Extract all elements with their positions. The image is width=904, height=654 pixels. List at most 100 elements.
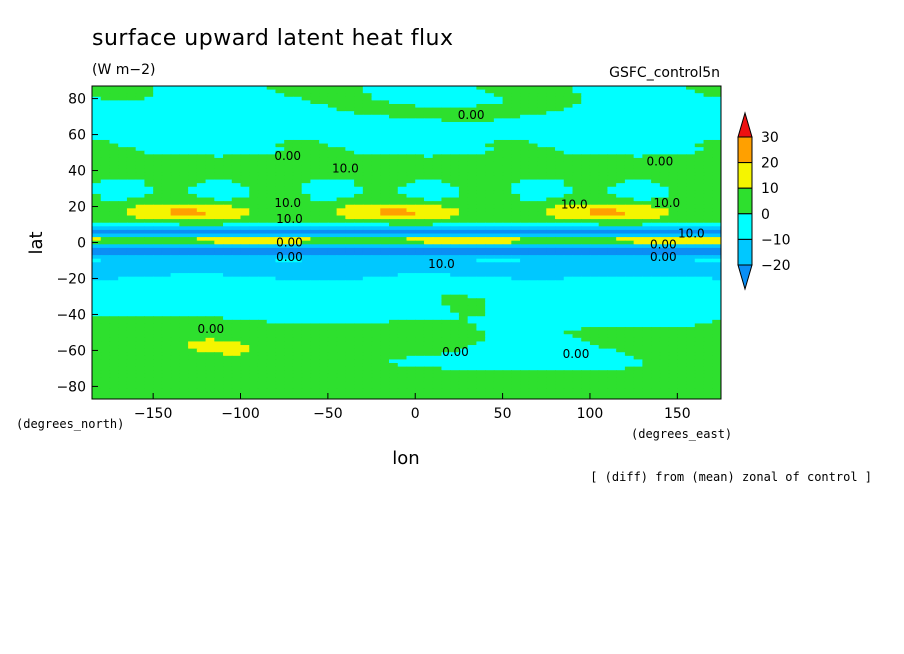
field-cell — [118, 147, 128, 152]
field-cell — [109, 219, 119, 224]
field-cell — [563, 147, 574, 152]
field-cell — [686, 186, 696, 191]
field-cell — [642, 157, 652, 163]
field-cell — [677, 129, 687, 134]
field-cell — [371, 273, 381, 278]
field-cell — [292, 121, 303, 127]
field-cell — [345, 240, 355, 245]
field-cell — [179, 291, 189, 296]
field-cell — [144, 276, 154, 281]
field-cell — [703, 89, 713, 94]
field-cell — [371, 139, 381, 145]
field-cell — [109, 125, 119, 130]
field-cell — [659, 139, 670, 145]
field-cell — [92, 305, 102, 310]
field-cell — [607, 265, 617, 271]
field-cell — [301, 107, 312, 112]
field-cell — [493, 147, 504, 152]
field-cell — [397, 291, 408, 296]
field-cell — [188, 197, 198, 202]
field-cell — [135, 301, 146, 307]
field-cell — [677, 258, 687, 263]
field-cell — [694, 273, 705, 278]
field-cell — [118, 265, 128, 271]
field-cell — [441, 89, 451, 94]
field-cell — [257, 150, 268, 155]
field-cell — [546, 280, 556, 285]
field-cell — [257, 291, 268, 296]
field-cell — [301, 96, 312, 101]
field-cell — [686, 150, 696, 155]
field-cell — [284, 327, 294, 332]
field-cell — [572, 305, 582, 310]
field-cell — [92, 273, 102, 278]
field-cell — [458, 100, 469, 105]
field-cell — [109, 287, 119, 292]
field-cell — [493, 330, 504, 335]
field-cell — [633, 323, 643, 328]
field-cell — [205, 118, 215, 123]
field-cell — [520, 183, 530, 188]
field-cell — [196, 255, 207, 260]
field-cell — [589, 316, 600, 321]
field-cell — [389, 211, 399, 217]
field-cell — [336, 327, 346, 332]
field-cell — [109, 132, 119, 137]
field-cell — [572, 114, 582, 119]
field-cell — [581, 125, 591, 130]
field-cell — [196, 262, 207, 267]
field-cell — [537, 219, 547, 224]
field-cell — [423, 309, 434, 314]
field-cell — [188, 276, 198, 281]
field-cell — [432, 265, 443, 271]
field-cell — [677, 240, 687, 245]
field-cell — [694, 190, 705, 195]
field-cell — [563, 132, 574, 137]
field-cell — [537, 132, 547, 137]
field-cell — [153, 273, 163, 278]
field-cell — [528, 240, 539, 245]
field-cell — [432, 125, 443, 130]
field-cell — [616, 161, 626, 166]
field-cell — [135, 147, 146, 152]
field-cell — [406, 111, 416, 116]
field-cell — [485, 175, 495, 181]
field-cell — [240, 269, 250, 274]
field-cell — [100, 244, 111, 249]
field-cell — [423, 211, 434, 217]
field-cell — [467, 179, 477, 184]
field-cell — [694, 233, 705, 238]
field-cell — [441, 165, 451, 170]
field-cell — [389, 258, 399, 263]
field-cell — [310, 240, 320, 245]
field-cell — [214, 327, 224, 332]
field-cell — [712, 316, 721, 321]
field-cell — [572, 86, 582, 91]
field-cell — [188, 107, 198, 112]
field-cell — [275, 121, 285, 127]
field-cell — [301, 255, 312, 260]
field-cell — [231, 222, 242, 227]
field-cell — [354, 294, 364, 299]
field-cell — [589, 215, 600, 220]
field-cell — [616, 121, 626, 127]
field-cell — [231, 211, 242, 217]
field-cell — [476, 100, 486, 105]
field-cell — [275, 233, 285, 238]
field-cell — [493, 240, 504, 245]
field-cell — [397, 215, 408, 220]
field-cell — [109, 280, 119, 285]
field-cell — [467, 150, 477, 155]
field-cell — [572, 157, 582, 163]
field-cell — [651, 258, 661, 263]
field-cell — [223, 139, 233, 145]
field-cell — [266, 161, 277, 166]
field-cell — [292, 208, 303, 213]
field-cell — [284, 201, 294, 206]
field-cell — [135, 201, 146, 206]
field-cell — [598, 175, 609, 181]
field-cell — [415, 172, 425, 177]
field-cell — [450, 172, 460, 177]
field-cell — [266, 204, 277, 209]
field-cell — [616, 240, 626, 245]
